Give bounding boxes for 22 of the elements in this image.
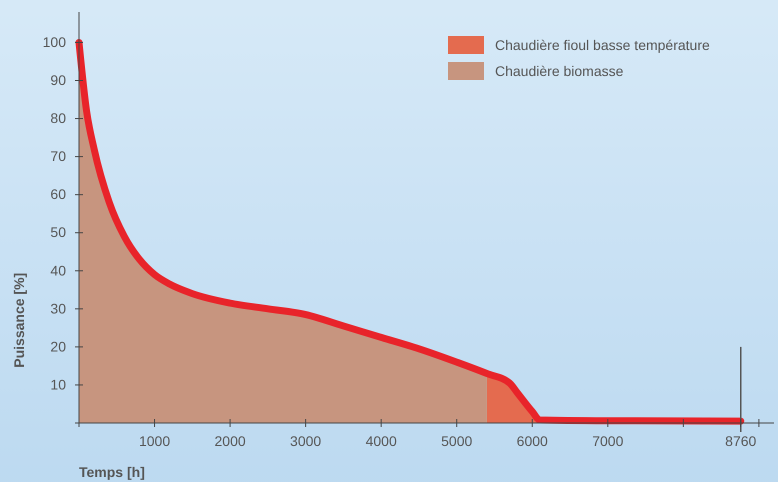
x-tick-label: 7000 bbox=[592, 433, 624, 449]
legend-label: Chaudière fioul basse température bbox=[495, 37, 710, 53]
y-tick-label: 20 bbox=[50, 338, 66, 354]
x-tick-label: 1000 bbox=[138, 433, 170, 449]
y-tick-label: 90 bbox=[50, 72, 66, 88]
x-tick-label: 6000 bbox=[516, 433, 548, 449]
y-tick-label: 80 bbox=[50, 110, 66, 126]
x-tick-label: 5000 bbox=[441, 433, 472, 449]
x-tick-label: 2000 bbox=[214, 433, 246, 449]
y-axis-title: Puissance [%] bbox=[11, 272, 27, 368]
legend-label: Chaudière biomasse bbox=[495, 63, 624, 79]
y-tick-label: 60 bbox=[50, 186, 66, 202]
y-tick-label: 30 bbox=[50, 300, 66, 316]
x-tick-label: 3000 bbox=[290, 433, 322, 449]
y-tick-label: 100 bbox=[42, 34, 66, 50]
y-tick-label: 10 bbox=[50, 376, 66, 392]
y-tick-label: 50 bbox=[50, 224, 66, 240]
x-tick-label: 4000 bbox=[366, 433, 397, 449]
y-tick-label: 70 bbox=[50, 148, 66, 164]
x-tick-label: 8760 bbox=[725, 433, 757, 449]
y-tick-label: 40 bbox=[50, 262, 66, 278]
x-axis-title: Temps [h] bbox=[79, 464, 145, 480]
